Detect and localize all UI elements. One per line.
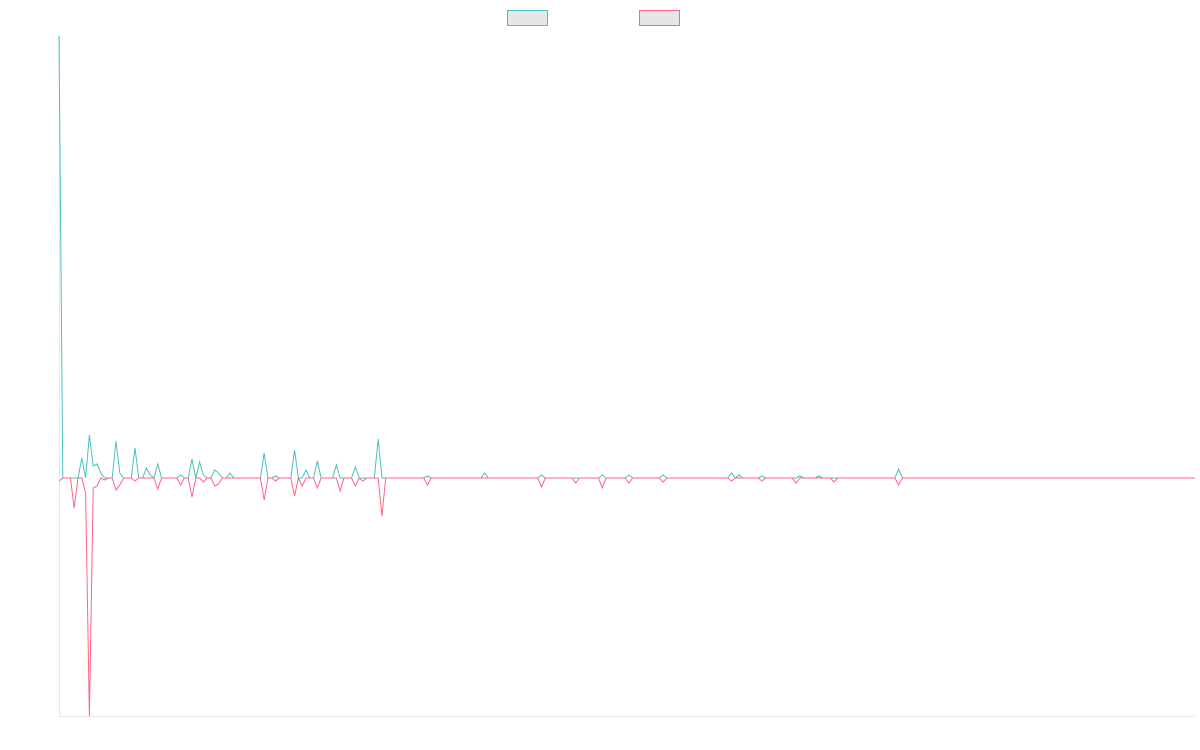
legend-swatch: [507, 10, 548, 26]
series-line: [58, 476, 1195, 717]
series-line: [58, 35, 1195, 479]
legend-swatch: [639, 10, 680, 26]
